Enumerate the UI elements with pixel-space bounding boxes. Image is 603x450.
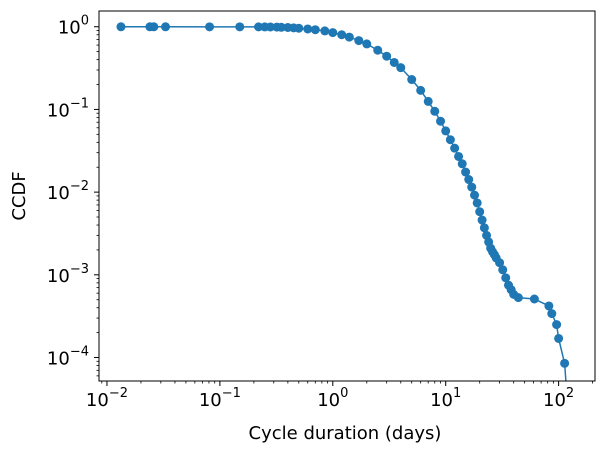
data-point [396, 63, 406, 73]
x-tick-label-exponent: −2 [109, 386, 128, 401]
data-point [310, 25, 320, 35]
data-point [529, 294, 539, 304]
x-tick-label-base: 10 [543, 390, 566, 411]
x-tick-label: 100 [317, 386, 348, 411]
data-point [430, 106, 440, 116]
data-point [161, 22, 171, 32]
data-point [276, 22, 286, 32]
data-point [423, 96, 433, 106]
data-point [265, 22, 275, 32]
x-tick-label-base: 10 [430, 390, 453, 411]
data-point [294, 23, 304, 33]
data-point [373, 45, 383, 55]
x-tick-label: 101 [430, 386, 461, 411]
data-point [472, 198, 482, 208]
data-point [560, 358, 570, 368]
data-point [149, 22, 159, 32]
data-point [445, 135, 455, 145]
data-point [416, 85, 426, 95]
plot-area [98, 10, 596, 382]
x-tick-label-base: 10 [317, 390, 340, 411]
y-tick-label-exponent: −3 [70, 262, 89, 277]
y-axis-label: CCDF [9, 171, 30, 220]
data-point [235, 22, 245, 32]
data-point [344, 32, 354, 42]
data-point [457, 159, 467, 169]
y-tick-label: 10−2 [47, 179, 89, 204]
data-point [389, 57, 399, 67]
data-point [513, 293, 523, 303]
y-tick-label-base: 10 [58, 18, 81, 39]
data-point [544, 301, 554, 311]
data-point [464, 175, 474, 185]
data-point [441, 126, 451, 136]
data-point [554, 333, 564, 343]
y-tick-label: 100 [58, 14, 89, 39]
x-tick-label: 10−1 [199, 386, 241, 411]
data-point [436, 116, 446, 126]
data-point [475, 207, 485, 217]
y-tick-label: 10−4 [47, 345, 89, 370]
data-point [501, 273, 511, 283]
data-point [328, 28, 338, 38]
x-tick-label-exponent: 1 [453, 386, 461, 401]
y-tick-label-exponent: −1 [70, 96, 89, 111]
data-point [479, 223, 489, 233]
y-tick-label-exponent: −4 [70, 345, 89, 360]
x-tick-label-exponent: −1 [222, 386, 241, 401]
data-point [467, 182, 477, 192]
data-point [454, 151, 464, 161]
data-point [461, 167, 471, 177]
data-point [552, 320, 562, 330]
x-axis-label: Cycle duration (days) [249, 423, 442, 444]
y-tick-label: 10−3 [47, 262, 89, 287]
data-point [116, 22, 126, 32]
x-tick-label: 10−2 [86, 386, 128, 411]
x-axis: 10−2 10−1 100 101 102 [86, 381, 594, 411]
data-point [205, 22, 215, 32]
data-point [495, 258, 505, 268]
y-tick-label-base: 10 [47, 349, 70, 370]
data-point [303, 24, 313, 34]
data-point [498, 265, 508, 275]
data-point [382, 51, 392, 61]
y-tick-label-exponent: −2 [70, 179, 89, 194]
data-point [470, 190, 480, 200]
y-tick-label: 10−1 [47, 96, 89, 121]
data-point [547, 309, 557, 319]
data-point [450, 143, 460, 153]
data-point [337, 30, 347, 40]
x-tick-label-base: 10 [86, 390, 109, 411]
data-point [362, 39, 372, 49]
data-point [407, 75, 417, 85]
data-point [320, 26, 330, 36]
data-series-layer [116, 22, 570, 382]
data-point [354, 36, 364, 46]
data-point [254, 22, 264, 32]
x-tick-label-exponent: 0 [340, 386, 348, 401]
x-tick-label-base: 10 [199, 390, 222, 411]
y-tick-label-base: 10 [47, 100, 70, 121]
y-tick-label-exponent: 0 [81, 14, 89, 29]
x-tick-label: 102 [543, 386, 574, 411]
x-tick-label-exponent: 2 [566, 386, 574, 401]
data-point [477, 215, 487, 225]
y-tick-label-base: 10 [47, 183, 70, 204]
y-tick-label-base: 10 [47, 266, 70, 287]
